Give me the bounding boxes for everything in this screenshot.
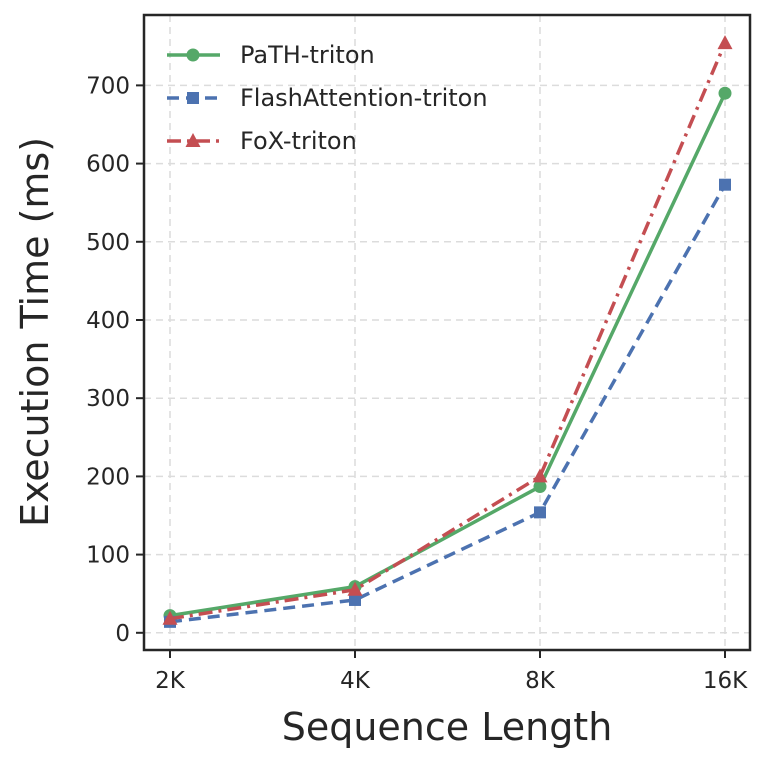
y-tick-label: 100 [86, 543, 130, 569]
plot-frame [142, 13, 752, 652]
y-tick-label: 500 [86, 230, 130, 256]
series-fox-triton [162, 35, 733, 625]
x-tick-label: 4K [340, 668, 371, 694]
legend-entry: PaTH-triton [167, 41, 375, 69]
data-point [532, 468, 548, 483]
data-point [347, 581, 363, 596]
legend-entry: FlashAttention-triton [167, 84, 488, 112]
legend-label: FoX-triton [240, 127, 357, 155]
series-flashattention-triton [164, 178, 731, 628]
y-axis-label: Execution Time (ms) [13, 137, 57, 527]
data-point [719, 178, 731, 191]
y-tick-label: 200 [86, 464, 130, 490]
x-tick-label: 16K [703, 668, 748, 694]
data-point [534, 506, 546, 519]
y-tick-label: 600 [86, 152, 130, 178]
data-point [349, 593, 361, 606]
series-lines [162, 35, 733, 628]
y-axis-ticks: 0 100 200 300 400 500 600 700 [86, 73, 144, 647]
series-line [169, 92, 727, 618]
grid [144, 15, 750, 650]
series-path-triton [163, 86, 732, 623]
y-tick-label: 300 [86, 386, 130, 412]
y-tick-label: 400 [86, 308, 130, 334]
legend-marker [186, 48, 200, 62]
y-tick-label: 700 [86, 73, 130, 99]
x-axis-ticks: 2K 4K 8K 16K [155, 650, 748, 694]
legend-marker [185, 133, 201, 147]
legend-entry: FoX-triton [167, 127, 357, 155]
legend-marker [187, 92, 199, 104]
data-point [533, 480, 547, 494]
y-tick-label: 0 [115, 621, 130, 647]
legend: PaTH-triton FlashAttention-triton FoX-trit… [167, 41, 488, 155]
series-line [169, 42, 727, 621]
data-point [718, 86, 732, 100]
x-tick-label: 2K [155, 668, 186, 694]
data-point [717, 35, 733, 50]
data-point [162, 610, 178, 625]
legend-label: PaTH-triton [240, 41, 375, 69]
series-line [169, 183, 727, 624]
x-axis-label: Sequence Length [282, 705, 613, 749]
legend-label: FlashAttention-triton [240, 84, 488, 112]
x-tick-label: 8K [525, 668, 556, 694]
